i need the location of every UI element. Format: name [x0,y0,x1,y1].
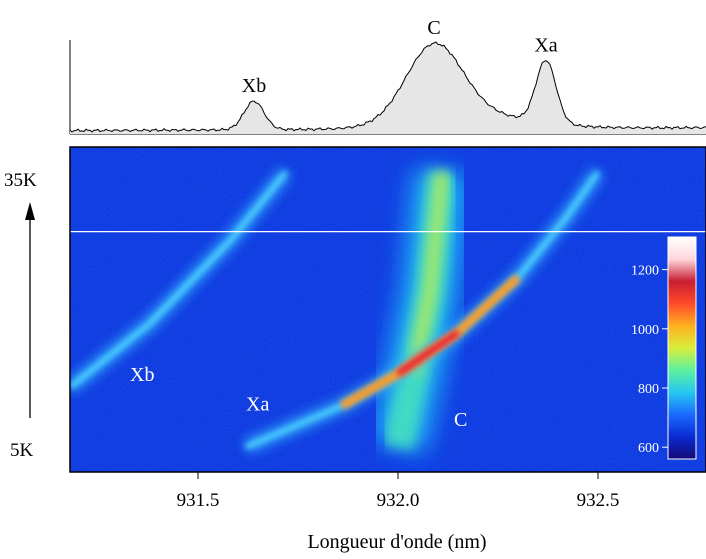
x-axis-title: Longueur d'onde (nm) [307,531,486,553]
x-tick-label: 932.5 [577,490,620,511]
annotation-xa: Xa [246,393,269,415]
spectrum-peak-label-xa: Xa [534,35,557,57]
temperature-arrow-head [25,202,35,220]
y-label-top: 35K [4,170,37,191]
c-band-peak [408,171,448,375]
spectrum-peak-label-c: C [427,17,440,39]
colorbar-gradient [667,236,697,460]
x-tick-label: 932.0 [377,490,420,511]
x-tick-label: 931.5 [177,490,220,511]
colorbar-tick-label: 600 [638,441,659,456]
spectrum-panel: Xb C Xa [69,17,706,135]
colorbar-tick-label: 1200 [631,264,659,279]
colorbar-tick-label: 800 [638,382,659,397]
spectrum-line [69,41,706,133]
spectrum-area [70,42,706,134]
colorbar: 600 800 1000 1200 [631,236,697,460]
heatmap-frame [69,146,706,473]
annotation-c: C [454,409,467,431]
line-xa-peak [396,329,460,377]
y-label-bottom: 5K [10,440,34,461]
line-xb [70,170,288,390]
annotation-xb: Xb [130,364,154,386]
colorbar-tick-label: 1000 [631,323,659,338]
spectrum-peak-label-xb: Xb [242,75,266,97]
heatmap-panel: Xb Xa C 931.5 932.0 932.5 35K 5K Longueur d'… [4,146,706,553]
